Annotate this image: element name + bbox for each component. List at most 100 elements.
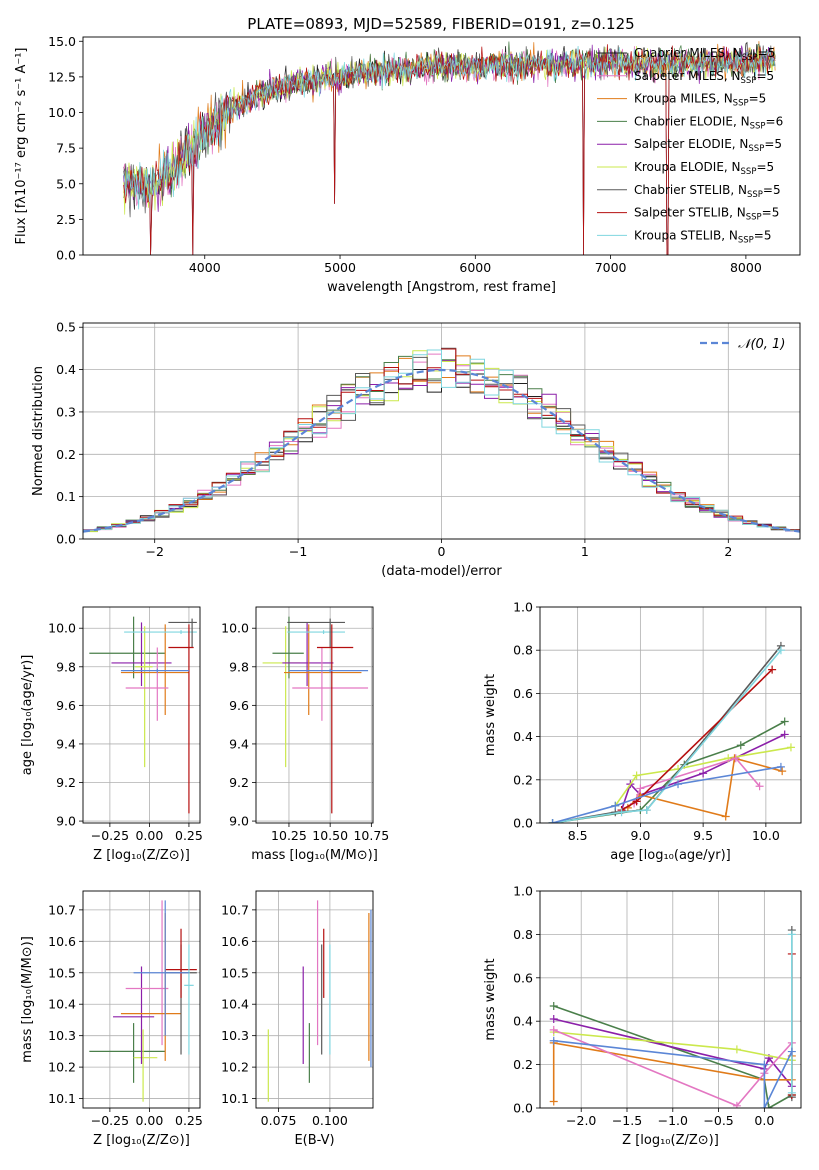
mass-weight-marker: [760, 1060, 769, 1069]
x-axis-label: (data-model)/error: [381, 564, 502, 579]
legend-series-name: Salpeter STELIB: [634, 206, 729, 220]
legend-entry: Chabrier MILES, NSSP=5: [634, 46, 775, 63]
legend-nssp: 5: [764, 228, 772, 242]
mw-vs-age-panel: 8.5 9.0 9.5 10.0 0.0 0.2 0.4 0.6 0.8 1.0 age [log₁…: [483, 600, 802, 863]
mass-weight-series: [552, 649, 782, 823]
x-tick-label: −1.5: [612, 1113, 642, 1128]
mass-weight-marker: [787, 1047, 796, 1056]
legend-series-name: Chabrier STELIB: [634, 183, 730, 197]
y-tick-label: 9.8: [229, 659, 249, 674]
y-tick-label: 9.0: [229, 814, 249, 829]
legend-series-name: Chabrier MILES: [634, 46, 725, 60]
x-tick-label: 5000: [324, 260, 356, 275]
mass-weight-marker: [548, 819, 557, 823]
mass-weight-series: [553, 1029, 793, 1107]
y-tick-label: 10.7: [48, 902, 76, 917]
y-tick-label: 7.5: [56, 141, 76, 156]
y-tick-label: 10.0: [48, 105, 76, 120]
x-tick-label: 7000: [595, 260, 627, 275]
y-tick-label: 0.5: [56, 320, 76, 335]
gaussian-curve: [83, 368, 800, 533]
errorbars: [267, 900, 372, 1102]
legend-nssp: 5: [767, 160, 775, 174]
y-tick-label: 9.2: [56, 775, 76, 790]
axes-frame: [255, 890, 374, 1109]
mass-weight-series: [552, 645, 782, 823]
mass-weight-marker: [636, 784, 645, 793]
axes-frame: [82, 322, 801, 540]
y-tick-label: 0.1: [56, 489, 76, 504]
y-tick-label: 10.0: [48, 621, 76, 636]
y-tick-label: 10.2: [48, 1060, 76, 1075]
y-tick-label: 9.6: [229, 698, 249, 713]
mass-vs-EBV-panel: 0.075 0.100 10.1 10.2 10.3 10.4 10.5 10.6 10.7 E(…: [221, 890, 374, 1148]
y-axis-label: mass weight: [483, 674, 498, 756]
y-tick-label: 10.5: [221, 965, 249, 980]
mass-weight-marker: [674, 780, 683, 789]
y-tick-label: 10.7: [221, 902, 249, 917]
legend-series-name: Kroupa STELIB: [634, 228, 721, 242]
legend-nssp: 5: [767, 69, 775, 83]
y-tick-label: 12.5: [48, 69, 76, 84]
errorbars: [89, 900, 197, 1102]
legend-entry: 𝒩(0, 1): [738, 337, 785, 352]
axes-frame: [82, 890, 201, 1109]
legend-nssp: 5: [774, 137, 782, 151]
errorbars: [89, 616, 197, 814]
mass-weight-marker: [786, 743, 795, 752]
x-tick-label: 0.100: [312, 1113, 348, 1128]
y-tick-label: 10.3: [48, 1028, 76, 1043]
mass-weight-marker: [776, 646, 785, 655]
x-tick-label: −0.25: [91, 828, 129, 843]
mass-weight-series: [552, 766, 782, 823]
legend-nssp: 5: [768, 46, 776, 60]
x-tick-label: 8.5: [568, 828, 588, 843]
axes-frame: [82, 36, 801, 256]
y-tick-label: 0.6: [513, 686, 533, 701]
y-axis-label: mass [log₁₀(M/M⊙)]: [20, 936, 35, 1063]
x-tick-label: 10.0: [752, 828, 780, 843]
y-tick-label: 10.1: [221, 1091, 249, 1106]
mass-weight-marker: [549, 1097, 558, 1106]
age-vs-Z-panel: −0.25 0.00 0.25 9.0 9.2 9.4 9.6 9.8 10.0 Z [log₁₀…: [20, 606, 203, 863]
residuals-panel: −2 −1 0 1 2 0.0 0.1 0.2 0.3 0.4 0.5 (data-model)/er…: [31, 320, 801, 579]
mass-weight-marker: [787, 1088, 796, 1097]
y-tick-label: 0.8: [513, 927, 533, 942]
y-tick-label: 0.2: [513, 1057, 533, 1072]
y-axis-label: age [log₁₀(age/yr)]: [20, 655, 35, 776]
y-tick-label: 0.4: [56, 362, 76, 377]
legend-nssp: 6: [776, 114, 784, 128]
mass-weight-marker: [642, 806, 651, 815]
mass-weight-marker: [721, 812, 730, 821]
x-tick-label: −1.0: [658, 1113, 688, 1128]
y-axis-label: Flux [fλ10⁻¹⁷ erg cm⁻² s⁻¹ A⁻¹]: [14, 48, 29, 245]
y-tick-label: 1.0: [513, 600, 533, 615]
x-tick-label: 10.25: [271, 828, 307, 843]
y-tick-label: 9.6: [56, 698, 76, 713]
y-tick-label: 9.0: [56, 814, 76, 829]
legend-entry: Chabrier ELODIE, NSSP=6: [634, 114, 783, 131]
mass-weight-marker: [632, 771, 641, 780]
x-tick-label: 1: [581, 544, 589, 559]
mass-weight-marker: [549, 1015, 558, 1024]
mass-weight-marker: [736, 741, 745, 750]
mass-weight-marker: [764, 1104, 773, 1108]
y-tick-label: 0.3: [56, 404, 76, 419]
x-axis-label: age [log₁₀(age/yr)]: [610, 848, 731, 863]
x-axis-label: E(B-V): [294, 1133, 334, 1148]
y-tick-label: 0.2: [56, 447, 76, 462]
y-tick-label: 10.4: [221, 997, 249, 1012]
legend-series-name: Kroupa ELODIE: [634, 160, 724, 174]
x-axis-label: wavelength [Angstrom, rest frame]: [327, 280, 556, 295]
spectrum-lines: [123, 41, 776, 255]
axes-frame: [255, 606, 374, 824]
y-tick-label: 0.0: [513, 1101, 533, 1116]
figure-title: PLATE=0893, MJD=52589, FIBERID=0191, z=0…: [247, 15, 634, 33]
x-axis-label: Z [log₁₀(Z/Z⊙)]: [93, 1133, 190, 1148]
spectrum-panel: 4000 5000 6000 7000 8000 0.0 2.5 5.0 7.5 10.0 12.5…: [14, 34, 801, 295]
mass-weight-lines: [549, 926, 796, 1108]
y-tick-label: 10.6: [48, 934, 76, 949]
x-tick-label: 0: [438, 544, 446, 559]
legend-entry: Kroupa STELIB, NSSP=5: [634, 228, 772, 245]
mass-weight-series: [553, 1018, 793, 1087]
